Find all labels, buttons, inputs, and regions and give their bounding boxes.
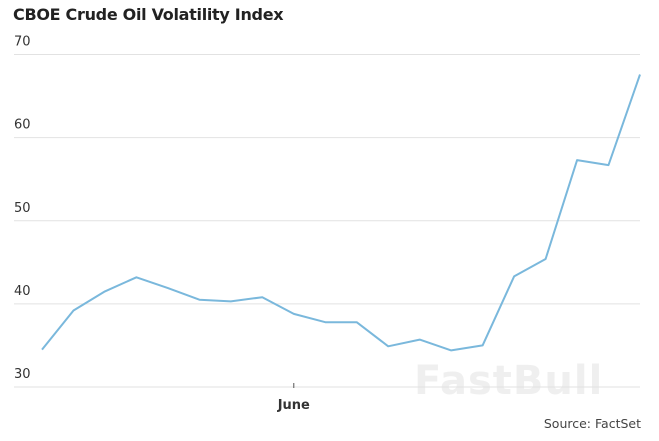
source-note: Source: FactSet — [543, 416, 641, 431]
y-tick-label: 50 — [14, 201, 31, 216]
watermark-logo: FastBull — [414, 358, 604, 404]
series-line — [41, 74, 641, 352]
x-tick-label: June — [277, 398, 310, 413]
y-tick-label: 30 — [14, 367, 31, 382]
y-tick-label: 60 — [14, 118, 31, 133]
y-tick-label: 70 — [14, 35, 31, 50]
chart-title: CBOE Crude Oil Volatility Index — [13, 5, 284, 24]
y-tick-label: 40 — [14, 284, 31, 299]
